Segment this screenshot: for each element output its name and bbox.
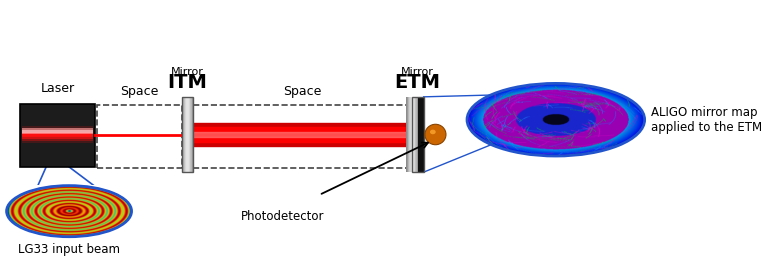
- Bar: [21, 130, 93, 139]
- Bar: [182, 97, 193, 172]
- Bar: [20, 104, 95, 167]
- Ellipse shape: [430, 130, 436, 134]
- Text: Photodetector: Photodetector: [241, 210, 324, 223]
- Bar: [182, 97, 193, 172]
- Text: Space: Space: [121, 85, 159, 98]
- Bar: [21, 130, 93, 133]
- Text: Space: Space: [283, 85, 322, 98]
- Bar: [412, 97, 423, 172]
- Text: ITM: ITM: [168, 73, 208, 92]
- Bar: [21, 132, 93, 137]
- Ellipse shape: [425, 124, 446, 145]
- Text: LG33 input beam: LG33 input beam: [18, 243, 120, 256]
- Text: Mirror: Mirror: [171, 67, 204, 77]
- Bar: [21, 133, 93, 136]
- Bar: [21, 129, 93, 141]
- Text: ETM: ETM: [394, 73, 441, 92]
- Text: ALIGO mirror map
applied to the ETM: ALIGO mirror map applied to the ETM: [651, 106, 762, 134]
- Bar: [21, 128, 93, 134]
- Bar: [412, 97, 423, 172]
- Bar: [98, 105, 182, 168]
- Bar: [193, 105, 412, 168]
- Bar: [21, 126, 93, 143]
- Text: Laser: Laser: [40, 82, 75, 95]
- Text: Mirror: Mirror: [401, 67, 434, 77]
